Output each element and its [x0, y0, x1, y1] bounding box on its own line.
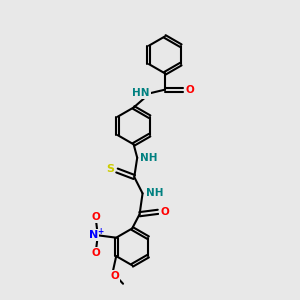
Text: NH: NH [140, 153, 157, 163]
Text: S: S [106, 164, 115, 174]
Text: O: O [160, 207, 169, 217]
Text: +: + [97, 227, 103, 236]
Text: O: O [92, 212, 101, 223]
Text: NH: NH [146, 188, 164, 198]
Text: O: O [185, 85, 194, 95]
Text: O: O [92, 248, 101, 258]
Text: HN: HN [132, 88, 150, 98]
Text: O: O [111, 271, 119, 281]
Text: N: N [89, 230, 98, 240]
